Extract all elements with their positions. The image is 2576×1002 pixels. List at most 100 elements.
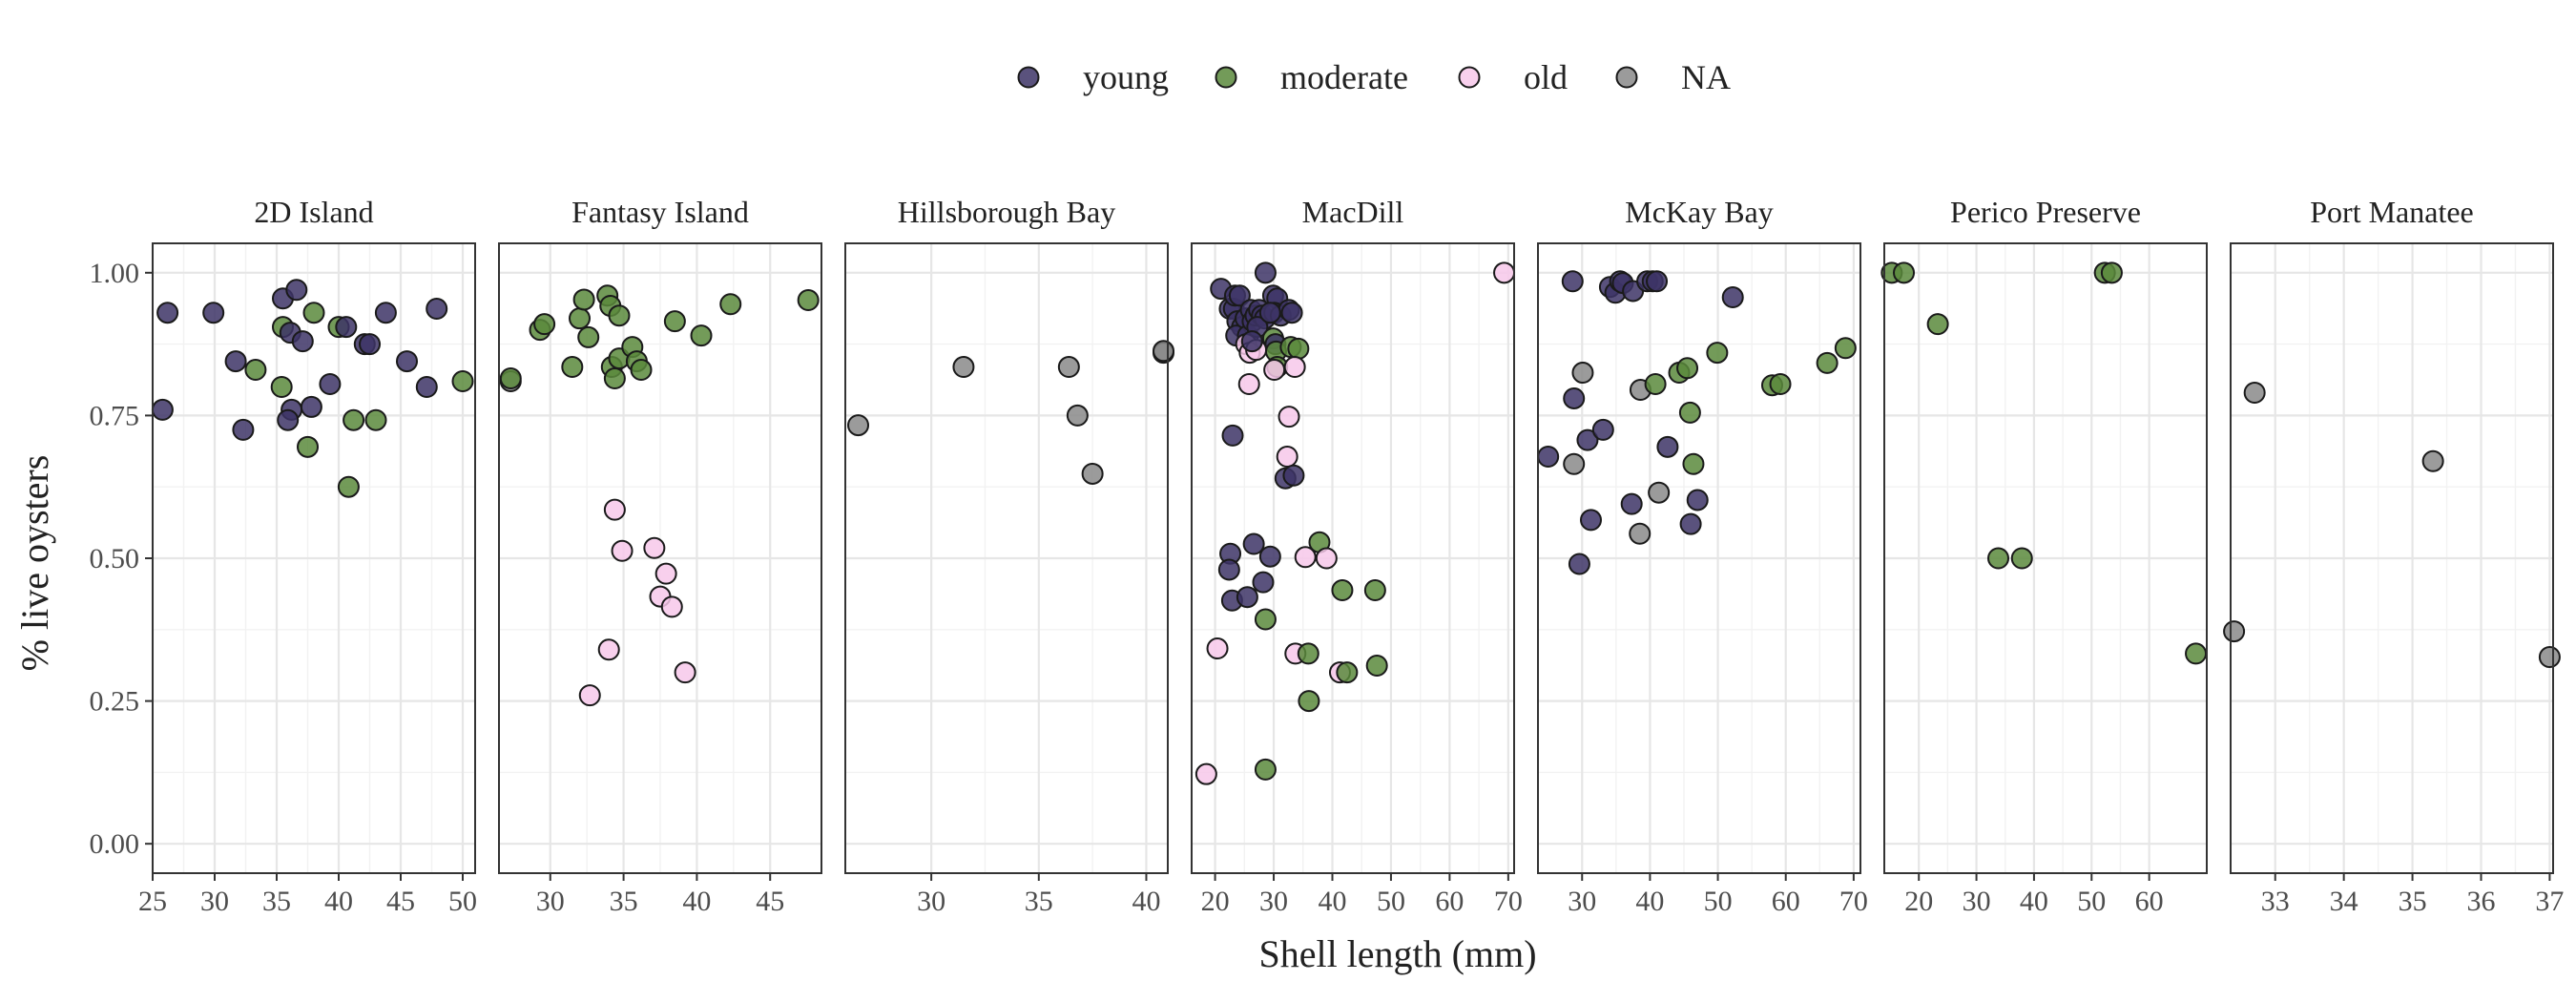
point-young	[359, 333, 381, 356]
legend-item-young: young	[1017, 58, 1169, 96]
legend-item-old: old	[1458, 58, 1568, 96]
gridlines	[151, 243, 475, 873]
x-tick-label: 40	[1132, 886, 1160, 917]
point-young	[151, 398, 174, 421]
point-young	[1252, 571, 1275, 594]
point-moderate	[1893, 261, 1916, 284]
point-young	[224, 350, 247, 373]
panel-border	[1883, 242, 2208, 874]
panel-macdill: MacDill 20 30 40 50 60 70	[1191, 195, 1523, 917]
point-moderate	[1254, 758, 1277, 781]
panel-2d-island: 2D Island 25 30 35 40 45 50 0.00 0.25 0.50 0.75 1.0…	[90, 195, 478, 917]
point-moderate	[302, 302, 325, 324]
panel-border	[498, 242, 822, 874]
x-tick-label: 35	[1025, 886, 1053, 917]
point-moderate	[2010, 547, 2033, 570]
point-young	[1646, 270, 1669, 293]
point-moderate	[244, 359, 267, 382]
x-tick-label: 35	[610, 886, 638, 917]
x-tick-label: 30	[200, 886, 229, 917]
point-young	[1221, 424, 1244, 447]
legend-label: NA	[1681, 58, 1731, 96]
x-tick-label: 30	[536, 886, 565, 917]
point-young	[1537, 445, 1560, 468]
point-old	[1237, 372, 1260, 395]
point-moderate	[1706, 342, 1729, 365]
point-moderate	[630, 359, 653, 382]
point-old	[1276, 445, 1298, 468]
point-old	[1278, 406, 1300, 428]
x-tick-label: 60	[1435, 886, 1464, 917]
point-young	[1620, 492, 1643, 515]
y-tick-label: 0.00	[90, 828, 140, 860]
point-young	[1563, 386, 1586, 409]
point-young	[1242, 532, 1265, 555]
point-na	[1081, 462, 1104, 485]
data-points	[1195, 261, 1516, 785]
point-young	[285, 279, 308, 302]
y-tick-label: 0.25	[90, 686, 140, 718]
x-tick-label: 37	[2535, 886, 2564, 917]
x-axis-title: Shell length (mm)	[1258, 932, 1536, 975]
point-old	[654, 562, 677, 585]
point-moderate	[1298, 690, 1320, 713]
point-young	[1656, 435, 1679, 458]
x-tick-label: 60	[2135, 886, 2164, 917]
point-young	[1721, 286, 1744, 309]
point-young	[1280, 302, 1303, 324]
point-moderate	[364, 408, 387, 431]
panel-perico-preserve: Perico Preserve 20 30 40 50 60	[1880, 195, 2208, 917]
point-old	[1206, 637, 1229, 660]
x-tick-label: 25	[138, 886, 167, 917]
point-moderate	[1987, 547, 2010, 570]
x-tick-label: 36	[2466, 886, 2495, 917]
point-moderate	[608, 304, 631, 327]
point-young	[1561, 270, 1584, 293]
panel-border	[1537, 242, 1861, 874]
point-young	[1254, 261, 1277, 284]
point-young	[1591, 418, 1614, 441]
point-young	[291, 330, 314, 353]
point-old	[1315, 547, 1338, 570]
panel-title: Port Manatee	[2310, 195, 2474, 229]
point-old	[1195, 762, 1217, 785]
point-moderate	[451, 370, 474, 393]
point-na	[2243, 381, 2266, 404]
y-tick-label: 0.75	[90, 400, 140, 431]
point-young	[1580, 509, 1603, 532]
legend-key-old	[1458, 66, 1481, 89]
point-moderate	[1365, 654, 1388, 677]
panel-title: 2D Island	[254, 195, 373, 229]
point-young	[426, 298, 448, 321]
point-moderate	[270, 375, 293, 398]
point-young	[374, 302, 397, 324]
point-young	[1576, 428, 1599, 451]
point-moderate	[2185, 642, 2208, 665]
x-tick-label: 30	[1963, 886, 1991, 917]
point-young	[1236, 586, 1258, 609]
x-tick-label: 50	[1704, 886, 1733, 917]
point-moderate	[1336, 661, 1359, 684]
x-tick-label: 30	[1568, 886, 1596, 917]
panel-title: Fantasy Island	[571, 195, 749, 229]
x-tick-label: 40	[1318, 886, 1346, 917]
point-moderate	[690, 324, 713, 347]
x-tick-label: 45	[756, 886, 784, 917]
panel-port-manatee: Port Manatee 33 34 35 36 37	[2223, 195, 2564, 917]
facet-panels: 2D Island 25 30 35 40 45 50 0.00 0.25 0.50 0.75 1.0…	[90, 195, 2565, 917]
point-old	[674, 661, 696, 684]
point-moderate	[533, 313, 556, 336]
x-tick-label: 40	[682, 886, 711, 917]
point-moderate	[1678, 401, 1701, 424]
point-young	[335, 316, 358, 339]
x-tick-label: 70	[1839, 886, 1868, 917]
point-young	[1217, 558, 1240, 581]
data-points	[151, 279, 474, 498]
point-na	[2223, 620, 2246, 643]
point-moderate	[572, 288, 595, 311]
legend-item-na: NA	[1615, 58, 1731, 96]
legend-label: moderate	[1280, 58, 1408, 96]
point-na	[1563, 452, 1586, 475]
point-old	[611, 539, 634, 562]
